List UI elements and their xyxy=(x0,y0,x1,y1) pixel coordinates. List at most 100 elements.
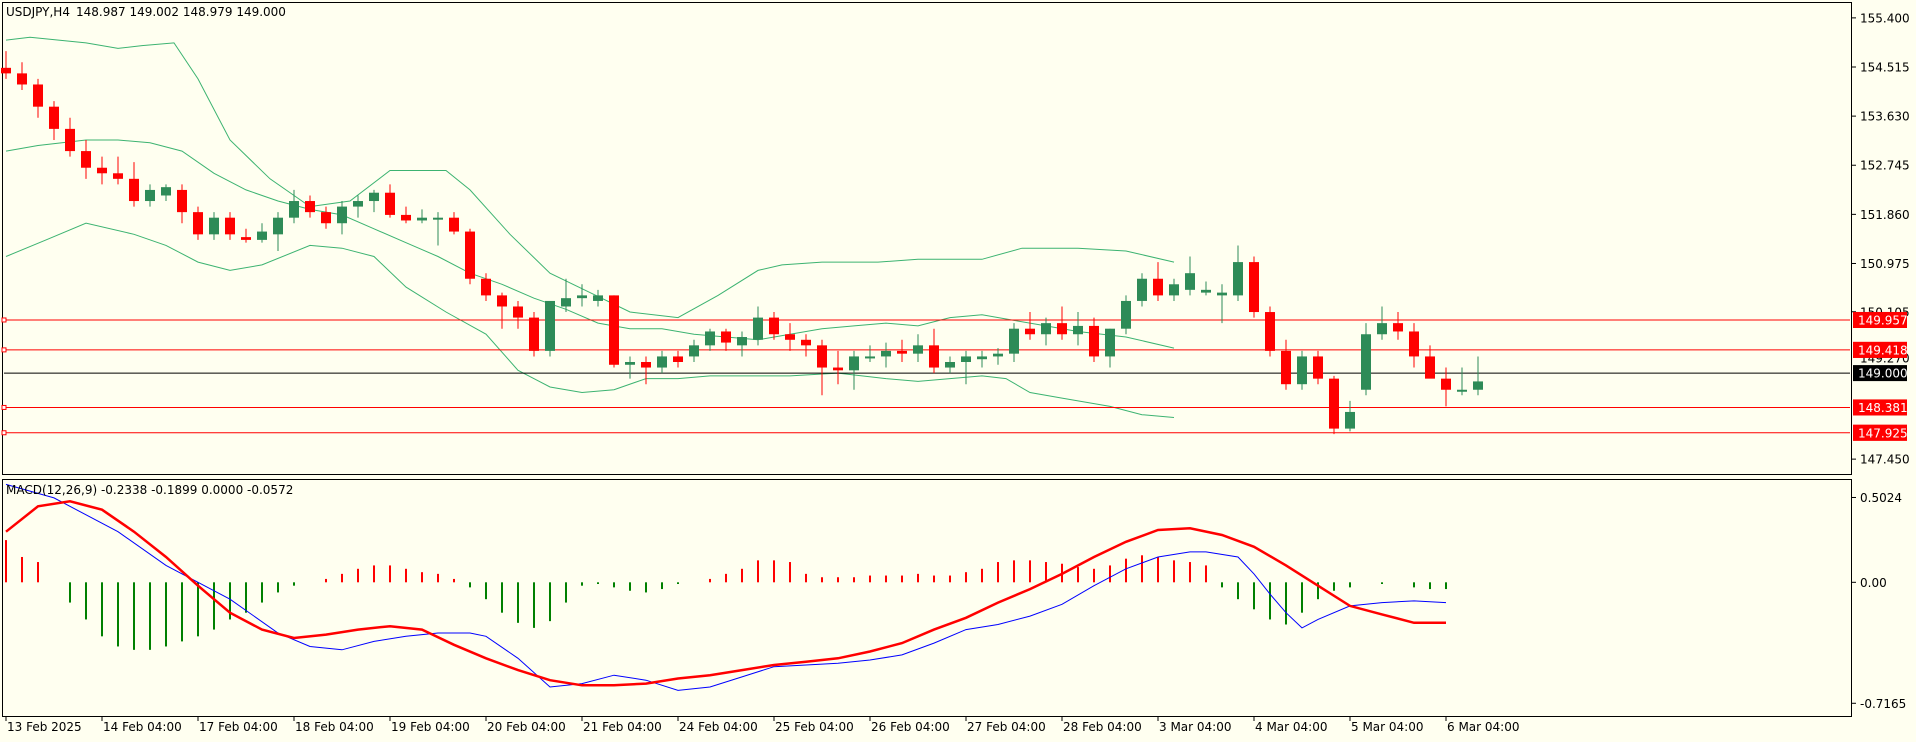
bullish-candle[interactable] xyxy=(353,201,363,207)
bullish-candle[interactable] xyxy=(369,192,379,202)
bullish-candle[interactable] xyxy=(689,345,699,357)
bullish-candle[interactable] xyxy=(1009,328,1019,354)
bullish-candle[interactable] xyxy=(1041,323,1051,335)
bullish-candle[interactable] xyxy=(1345,411,1355,429)
bearish-candle[interactable] xyxy=(497,295,507,307)
bearish-candle[interactable] xyxy=(193,212,203,235)
bearish-candle[interactable] xyxy=(65,128,75,152)
macd-line[interactable] xyxy=(5,483,1447,691)
bearish-candle[interactable] xyxy=(1393,323,1403,332)
bearish-candle[interactable] xyxy=(481,278,491,296)
price-level-anchor[interactable] xyxy=(1,317,7,323)
bullish-candle[interactable] xyxy=(1201,289,1211,293)
bearish-candle[interactable] xyxy=(81,151,91,168)
bullish-candle[interactable] xyxy=(881,350,891,357)
bullish-candle[interactable] xyxy=(753,317,763,340)
bullish-candle[interactable] xyxy=(433,217,443,220)
bearish-candle[interactable] xyxy=(817,345,827,368)
bullish-candle[interactable] xyxy=(145,189,155,202)
bearish-candle[interactable] xyxy=(721,331,731,343)
bearish-candle[interactable] xyxy=(305,201,315,213)
bearish-candle[interactable] xyxy=(1057,323,1067,335)
bearish-candle[interactable] xyxy=(385,192,395,215)
bearish-candle[interactable] xyxy=(1153,278,1163,296)
price-level-anchor[interactable] xyxy=(1,347,7,353)
bearish-candle[interactable] xyxy=(1425,356,1435,379)
bearish-candle[interactable] xyxy=(897,350,907,354)
macd-indicator[interactable]: 0.5024 0.00 -0.7165 xyxy=(5,483,1906,711)
bearish-candle[interactable] xyxy=(321,212,331,224)
bearish-candle[interactable] xyxy=(1409,331,1419,357)
bearish-candle[interactable] xyxy=(1281,350,1291,385)
bearish-candle[interactable] xyxy=(129,178,139,202)
bullish-candle[interactable] xyxy=(705,331,715,346)
bearish-candle[interactable] xyxy=(673,356,683,362)
bearish-candle[interactable] xyxy=(449,217,459,232)
bullish-candle[interactable] xyxy=(993,353,1003,357)
bearish-candle[interactable] xyxy=(929,345,939,368)
bearish-candle[interactable] xyxy=(529,317,539,351)
bullish-candle[interactable] xyxy=(1473,381,1483,390)
bullish-candle[interactable] xyxy=(849,356,859,371)
price-level-anchor[interactable] xyxy=(1,404,7,410)
bullish-candle[interactable] xyxy=(209,217,219,235)
bearish-candle[interactable] xyxy=(49,106,59,129)
candlesticks[interactable] xyxy=(1,51,1483,435)
bearish-candle[interactable] xyxy=(1313,356,1323,379)
bullish-candle[interactable] xyxy=(1361,334,1371,390)
bullish-candle[interactable] xyxy=(1073,325,1083,335)
bullish-candle[interactable] xyxy=(545,300,555,351)
bullish-candle[interactable] xyxy=(657,356,667,368)
bearish-candle[interactable] xyxy=(177,189,187,213)
bullish-candle[interactable] xyxy=(561,298,571,307)
bearish-candle[interactable] xyxy=(641,361,651,368)
bearish-candle[interactable] xyxy=(833,367,843,371)
bullish-candle[interactable] xyxy=(1457,389,1467,392)
signal-line[interactable] xyxy=(5,500,1446,687)
bullish-candle[interactable] xyxy=(161,187,171,196)
bearish-candle[interactable] xyxy=(1329,378,1339,429)
bullish-candle[interactable] xyxy=(1121,300,1131,329)
bullish-candle[interactable] xyxy=(865,356,875,359)
bullish-candle[interactable] xyxy=(593,295,603,301)
bullish-candle[interactable] xyxy=(1185,273,1195,290)
bearish-candle[interactable] xyxy=(801,339,811,346)
bullish-candle[interactable] xyxy=(1105,328,1115,357)
bearish-candle[interactable] xyxy=(225,217,235,235)
bullish-candle[interactable] xyxy=(737,337,747,346)
bearish-candle[interactable] xyxy=(33,84,43,107)
bearish-candle[interactable] xyxy=(1249,262,1259,313)
bullish-candle[interactable] xyxy=(961,356,971,362)
bearish-candle[interactable] xyxy=(785,334,795,340)
bullish-candle[interactable] xyxy=(273,217,283,235)
bearish-candle[interactable] xyxy=(97,167,107,174)
bearish-candle[interactable] xyxy=(241,237,251,240)
bullish-candle[interactable] xyxy=(1297,356,1307,385)
bearish-candle[interactable] xyxy=(1441,378,1451,390)
bullish-candle[interactable] xyxy=(1137,278,1147,301)
bullish-candle[interactable] xyxy=(913,345,923,354)
bearish-candle[interactable] xyxy=(1089,325,1099,357)
bearish-candle[interactable] xyxy=(609,295,619,365)
bearish-candle[interactable] xyxy=(1265,312,1275,351)
bullish-candle[interactable] xyxy=(1217,292,1227,296)
bullish-candle[interactable] xyxy=(417,217,427,221)
bearish-candle[interactable] xyxy=(769,317,779,335)
bullish-candle[interactable] xyxy=(577,295,587,299)
price-level-anchor[interactable] xyxy=(1,430,7,436)
bullish-candle[interactable] xyxy=(337,206,347,224)
bullish-candle[interactable] xyxy=(1377,323,1387,335)
bearish-candle[interactable] xyxy=(1,67,11,74)
bearish-candle[interactable] xyxy=(17,73,27,85)
bullish-candle[interactable] xyxy=(1169,284,1179,296)
bullish-candle[interactable] xyxy=(945,361,955,368)
bearish-candle[interactable] xyxy=(113,173,123,179)
bearish-candle[interactable] xyxy=(1025,328,1035,335)
bearish-candle[interactable] xyxy=(465,231,475,279)
bullish-candle[interactable] xyxy=(257,231,267,240)
bullish-candle[interactable] xyxy=(625,361,635,365)
bearish-candle[interactable] xyxy=(401,214,411,221)
bullish-candle[interactable] xyxy=(977,356,987,360)
bullish-candle[interactable] xyxy=(289,201,299,218)
